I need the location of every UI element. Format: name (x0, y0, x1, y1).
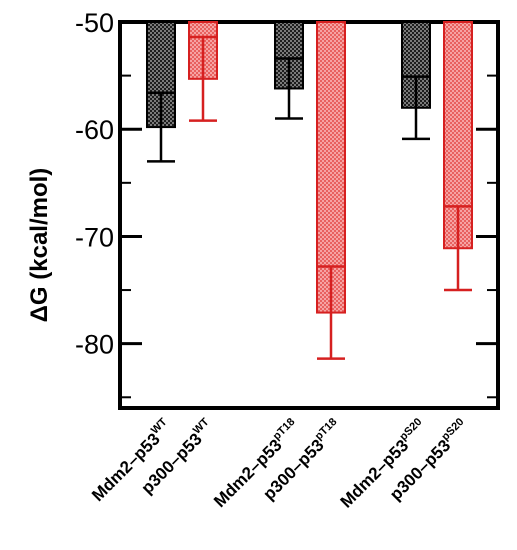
y-axis-label: ΔG (kcal/mol) (26, 168, 53, 323)
y-tick-label: -50 (75, 8, 114, 38)
bar-group (188, 21, 218, 122)
bar-group (443, 21, 473, 292)
plot-frame (118, 20, 500, 410)
bar-group (316, 21, 346, 360)
bar (316, 21, 346, 314)
bar-group (146, 21, 176, 163)
y-tick-label: -80 (75, 330, 114, 360)
y-tick-label: -60 (75, 115, 114, 145)
bar-group (274, 21, 304, 120)
bar-group (401, 21, 431, 141)
y-tick-label: -70 (75, 222, 114, 252)
